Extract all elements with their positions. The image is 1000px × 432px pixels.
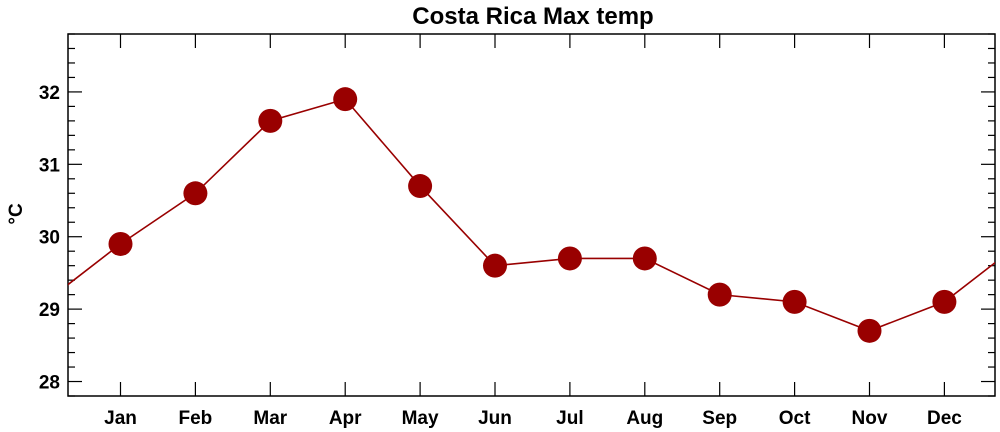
x-tick-label: Oct — [779, 408, 811, 429]
series-polyline — [68, 98, 995, 332]
x-tick-label: Aug — [626, 408, 663, 429]
x-tick-label: Jul — [556, 408, 583, 429]
data-markers — [108, 87, 957, 343]
y-tick-label: 31 — [39, 155, 61, 176]
x-tick-label: Feb — [179, 408, 213, 429]
y-tick-label: 30 — [39, 228, 60, 249]
data-point-feb — [183, 181, 208, 206]
data-point-dec — [932, 289, 957, 314]
data-point-sep — [707, 282, 732, 307]
data-point-apr — [333, 87, 358, 112]
x-tick-label: Jun — [478, 408, 512, 429]
y-axis-label: °C — [6, 203, 27, 225]
x-tick-label: Nov — [852, 408, 888, 429]
data-point-nov — [857, 318, 882, 343]
plot-frame — [67, 33, 996, 397]
x-tick-label: Jan — [104, 408, 137, 429]
x-tick-label: Apr — [329, 408, 362, 429]
x-tick-label: Dec — [927, 408, 962, 429]
y-tick-labels: 28 29 30 31 32 — [39, 83, 61, 394]
x-tick-label: Mar — [253, 408, 287, 429]
data-point-oct — [782, 289, 807, 314]
x-tick-label: May — [402, 408, 439, 429]
data-point-mar — [258, 108, 283, 133]
chart-title: Costa Rica Max temp — [412, 3, 653, 30]
data-point-jun — [483, 253, 507, 278]
x-tick-label: Sep — [702, 408, 737, 429]
y-tick-label: 32 — [39, 83, 60, 104]
y-tick-label: 29 — [39, 300, 60, 321]
data-point-aug — [632, 246, 657, 271]
series-line — [68, 98, 995, 332]
data-point-jul — [557, 246, 582, 271]
data-point-may — [408, 174, 433, 199]
data-point-jan — [108, 231, 133, 256]
axis-ticks — [68, 33, 995, 397]
y-tick-label: 28 — [39, 373, 60, 394]
x-tick-labels: Jan Feb Mar Apr May Jun Jul Aug Sep Oct Nov Dec — [104, 408, 962, 429]
